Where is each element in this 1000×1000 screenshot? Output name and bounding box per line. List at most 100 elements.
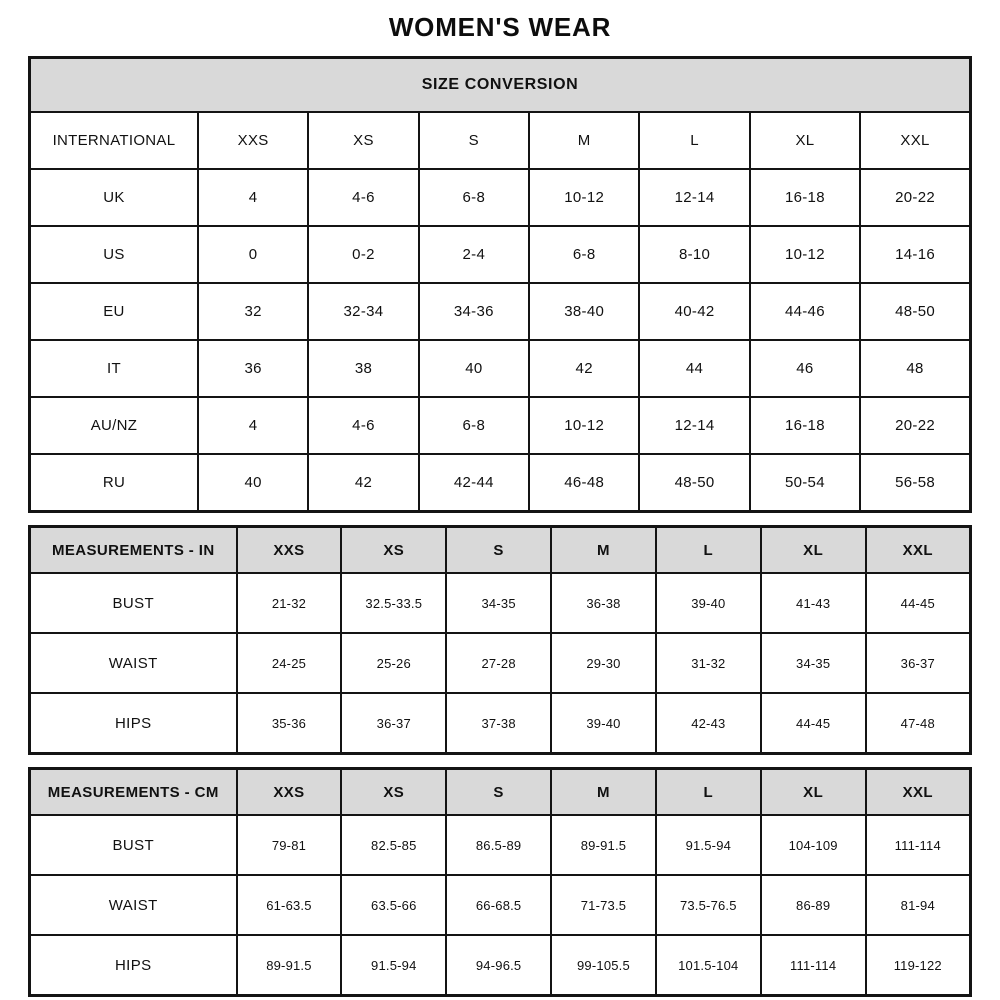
- value-cell: 24-25: [235, 632, 343, 694]
- measurements-in-header-row: MEASUREMENTS - IN XXS XS S M L XL XXL: [28, 525, 972, 574]
- size-header-cell: M: [550, 525, 657, 574]
- size-header-row: INTERNATIONAL XXS XS S M L XL XXL: [28, 111, 972, 170]
- value-cell: 66-68.5: [445, 874, 553, 936]
- value-cell: 86-89: [759, 874, 867, 936]
- value-cell: 16-18: [748, 168, 862, 227]
- value-cell: 10-12: [528, 396, 641, 455]
- value-cell: 119-122: [864, 934, 972, 997]
- value-cell: 36: [196, 339, 310, 398]
- value-cell: 111-114: [759, 934, 867, 997]
- row-label: AU/NZ: [28, 396, 199, 455]
- row-label: WAIST: [28, 874, 238, 936]
- size-header-cell: XS: [340, 767, 448, 816]
- measurements-in-table: MEASUREMENTS - IN XXS XS S M L XL XXL BU…: [28, 525, 972, 755]
- value-cell: 40-42: [638, 282, 751, 341]
- value-cell: 27-28: [445, 632, 553, 694]
- value-cell: 35-36: [235, 692, 343, 755]
- value-cell: 73.5-76.5: [654, 874, 762, 936]
- size-header-cell: XL: [759, 767, 867, 816]
- value-cell: 32-34: [307, 282, 420, 341]
- value-cell: 42-43: [654, 692, 762, 755]
- size-header-cell: XL: [759, 525, 867, 574]
- row-label: WAIST: [28, 632, 238, 694]
- size-header-cell: XXL: [864, 767, 972, 816]
- value-cell: 6-8: [417, 168, 531, 227]
- value-cell: 94-96.5: [445, 934, 553, 997]
- value-cell: 34-36: [417, 282, 531, 341]
- table-row-waist-in: WAIST 24-25 25-26 27-28 29-30 31-32 34-3…: [28, 632, 972, 694]
- size-header-cell: L: [654, 525, 762, 574]
- value-cell: 34-35: [759, 632, 867, 694]
- value-cell: 47-48: [864, 692, 972, 755]
- value-cell: 20-22: [859, 396, 972, 455]
- size-header-cell: XS: [307, 111, 420, 170]
- value-cell: 41-43: [759, 572, 867, 634]
- value-cell: 40: [417, 339, 531, 398]
- value-cell: 4-6: [307, 396, 420, 455]
- table-row-uk: UK 4 4-6 6-8 10-12 12-14 16-18 20-22: [28, 168, 972, 227]
- value-cell: 12-14: [638, 168, 751, 227]
- row-label: RU: [28, 453, 199, 513]
- value-cell: 32.5-33.5: [340, 572, 448, 634]
- value-cell: 61-63.5: [235, 874, 343, 936]
- value-cell: 6-8: [417, 396, 531, 455]
- value-cell: 89-91.5: [235, 934, 343, 997]
- value-cell: 44-46: [748, 282, 862, 341]
- value-cell: 36-38: [550, 572, 657, 634]
- value-cell: 82.5-85: [340, 814, 448, 876]
- value-cell: 86.5-89: [445, 814, 553, 876]
- value-cell: 37-38: [445, 692, 553, 755]
- row-label: IT: [28, 339, 199, 398]
- value-cell: 16-18: [748, 396, 862, 455]
- value-cell: 48-50: [638, 453, 751, 513]
- value-cell: 91.5-94: [340, 934, 448, 997]
- value-cell: 111-114: [864, 814, 972, 876]
- value-cell: 71-73.5: [550, 874, 657, 936]
- measurements-cm-header-row: MEASUREMENTS - CM XXS XS S M L XL XXL: [28, 767, 972, 816]
- value-cell: 79-81: [235, 814, 343, 876]
- value-cell: 0-2: [307, 225, 420, 284]
- value-cell: 63.5-66: [340, 874, 448, 936]
- value-cell: 44: [638, 339, 751, 398]
- value-cell: 4: [196, 396, 310, 455]
- value-cell: 38: [307, 339, 420, 398]
- table-row-ru: RU 40 42 42-44 46-48 48-50 50-54 56-58: [28, 453, 972, 513]
- size-header-cell: XXS: [235, 767, 343, 816]
- table-row-eu: EU 32 32-34 34-36 38-40 40-42 44-46 48-5…: [28, 282, 972, 341]
- value-cell: 14-16: [859, 225, 972, 284]
- value-cell: 46: [748, 339, 862, 398]
- size-header-cell: XXL: [864, 525, 972, 574]
- value-cell: 48: [859, 339, 972, 398]
- value-cell: 21-32: [235, 572, 343, 634]
- size-header-cell: S: [417, 111, 531, 170]
- value-cell: 20-22: [859, 168, 972, 227]
- size-conversion-table: SIZE CONVERSION INTERNATIONAL XXS XS S M…: [28, 56, 972, 513]
- value-cell: 8-10: [638, 225, 751, 284]
- value-cell: 4-6: [307, 168, 420, 227]
- table-row-aunz: AU/NZ 4 4-6 6-8 10-12 12-14 16-18 20-22: [28, 396, 972, 455]
- value-cell: 0: [196, 225, 310, 284]
- table-row-bust-cm: BUST 79-81 82.5-85 86.5-89 89-91.5 91.5-…: [28, 814, 972, 876]
- value-cell: 42: [528, 339, 641, 398]
- value-cell: 89-91.5: [550, 814, 657, 876]
- value-cell: 81-94: [864, 874, 972, 936]
- value-cell: 36-37: [864, 632, 972, 694]
- row-label: US: [28, 225, 199, 284]
- value-cell: 48-50: [859, 282, 972, 341]
- row-label: HIPS: [28, 934, 238, 997]
- value-cell: 2-4: [417, 225, 531, 284]
- measurements-cm-header: MEASUREMENTS - CM: [28, 767, 238, 816]
- value-cell: 39-40: [654, 572, 762, 634]
- value-cell: 25-26: [340, 632, 448, 694]
- value-cell: 31-32: [654, 632, 762, 694]
- value-cell: 50-54: [748, 453, 862, 513]
- value-cell: 101.5-104: [654, 934, 762, 997]
- row-label: UK: [28, 168, 199, 227]
- row-label: BUST: [28, 572, 238, 634]
- value-cell: 34-35: [445, 572, 553, 634]
- value-cell: 44-45: [864, 572, 972, 634]
- value-cell: 91.5-94: [654, 814, 762, 876]
- size-header-cell: L: [638, 111, 751, 170]
- table-row-waist-cm: WAIST 61-63.5 63.5-66 66-68.5 71-73.5 73…: [28, 874, 972, 936]
